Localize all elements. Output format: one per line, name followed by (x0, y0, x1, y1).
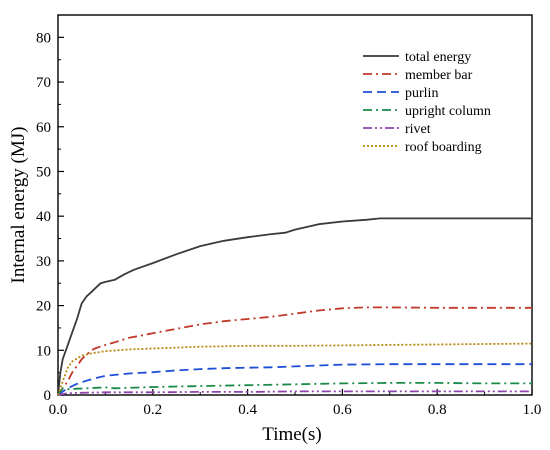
legend-label: member bar (405, 68, 473, 83)
y-tick-label: 30 (36, 254, 51, 270)
x-tick-label: 0.0 (49, 402, 68, 418)
series-line-total-energy (57, 217, 532, 396)
series-line-upright-column (57, 382, 532, 396)
series-layer (57, 217, 533, 396)
y-tick-label: 10 (36, 343, 51, 359)
x-tick-label: 1.0 (523, 402, 542, 418)
legend-label: purlin (405, 86, 438, 101)
y-tick-label: 50 (36, 164, 51, 180)
y-tick-label: 80 (36, 30, 51, 46)
y-tick-label: 0 (44, 388, 52, 404)
legend-label: rivet (405, 122, 431, 137)
y-tick-label: 20 (36, 299, 51, 315)
series-line-purlin (57, 363, 532, 396)
legend-label: roof boarding (405, 140, 482, 155)
y-tick-label: 60 (36, 120, 51, 136)
x-axis: 0.0 0.2 0.4 0.6 0.8 1.0 (49, 389, 542, 418)
x-tick-label: 0.4 (238, 402, 257, 418)
x-tick-label: 0.6 (333, 402, 352, 418)
y-axis-title: Internal energy (MJ) (8, 127, 29, 284)
y-tick-label: 40 (36, 209, 51, 225)
x-axis-title: Time(s) (262, 424, 321, 445)
x-tick-label: 0.2 (143, 402, 162, 418)
legend-label: upright column (405, 104, 491, 119)
series-line-roof-boarding (57, 342, 533, 396)
x-tick-label: 0.8 (428, 402, 447, 418)
series-line-rivet (57, 390, 532, 396)
legend-label: total energy (405, 50, 471, 65)
legend: total energy member bar purlin upright colu… (363, 50, 491, 155)
y-tick-label: 70 (36, 75, 51, 91)
series-line-member-bar (57, 306, 532, 396)
